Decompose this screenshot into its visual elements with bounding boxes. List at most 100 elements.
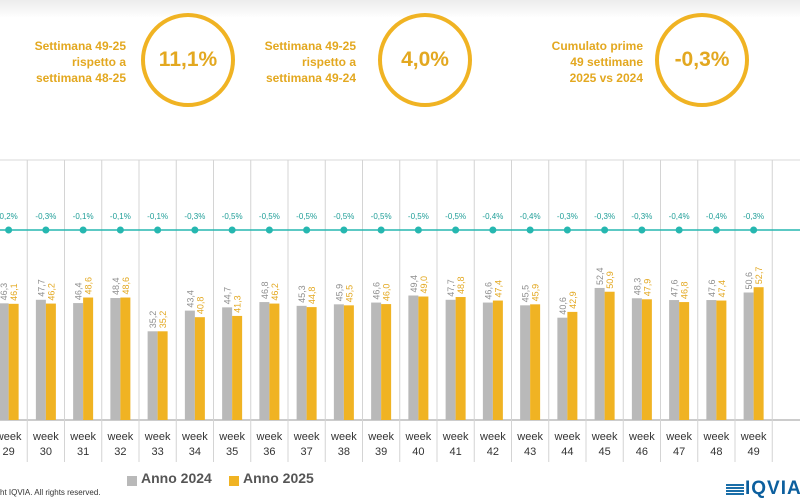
cumulative-change-label: -0,3% (743, 212, 764, 221)
cumulative-change-label: -0,5% (222, 212, 243, 221)
x-tick-label-line2: 34 (189, 446, 201, 458)
data-label-2024: 45,5 (521, 285, 531, 303)
kpi-label-line: 2025 vs 2024 (569, 71, 643, 85)
x-tick-label-line2: 30 (40, 446, 52, 458)
data-label-2024: 47,7 (36, 279, 46, 297)
kpi-label-line: 49 settimane (570, 55, 643, 69)
cumulative-change-label: -0,1% (110, 212, 131, 221)
data-label-2025: 44,8 (307, 287, 317, 305)
cumulative-change-point (5, 226, 13, 234)
bar-anno-2024 (557, 317, 568, 420)
data-label-2024: 44,7 (223, 287, 233, 305)
cumulative-change-point (340, 226, 348, 234)
cumulative-change-point (489, 226, 497, 234)
cumulative-change-label: -0,1% (73, 212, 94, 221)
legend-swatch-2025 (229, 476, 239, 486)
cumulative-change-label: -0,4% (482, 212, 503, 221)
x-tick-label-line1: week (144, 431, 171, 443)
x-tick-label-line2: 45 (599, 446, 611, 458)
cumulative-change-label: -0,5% (333, 212, 354, 221)
data-label-2025: 52,7 (754, 267, 764, 285)
x-tick-label-line2: 43 (524, 446, 536, 458)
x-tick-label-line2: 33 (152, 446, 164, 458)
data-label-2025: 46,2 (270, 283, 280, 301)
bar-anno-2024 (371, 302, 382, 420)
data-label-2024: 45,3 (297, 285, 307, 303)
cumulative-change-point (712, 226, 720, 234)
bar-anno-2024 (35, 299, 46, 420)
data-label-2024: 40,6 (558, 297, 568, 315)
bar-anno-2025 (530, 304, 541, 420)
x-tick-label-line2: 44 (561, 446, 573, 458)
cumulative-change-label: 0,2% (0, 212, 18, 221)
kpi-value: 4,0% (401, 48, 449, 71)
bar-anno-2024 (445, 299, 456, 420)
kpi-label-week-vs-prev-week: Settimana 49-25 rispetto a settimana 48-… (0, 38, 126, 86)
cumulative-change-label: -0,5% (296, 212, 317, 221)
data-label-2025: 46,8 (680, 282, 690, 300)
cumulative-change-point (116, 226, 124, 234)
bar-anno-2024 (147, 331, 158, 420)
cumulative-change-point (228, 226, 236, 234)
kpi-label-week-vs-last-year: Settimana 49-25 rispetto a settimana 49-… (216, 38, 356, 86)
bar-anno-2024 (520, 305, 531, 420)
x-tick-label-line2: 39 (375, 446, 387, 458)
data-label-2025: 46,0 (382, 284, 392, 302)
cumulative-change-label: -0,4% (706, 212, 727, 221)
data-label-2024: 46,6 (483, 282, 493, 300)
x-tick-label-line1: week (330, 431, 357, 443)
bar-anno-2024 (706, 300, 717, 420)
bar-anno-2024 (669, 300, 680, 420)
bar-anno-2024 (743, 292, 754, 420)
x-tick-label-line2: 41 (450, 446, 462, 458)
x-tick-label-line1: week (628, 431, 655, 443)
kpi-label-line: Settimana 49-25 (264, 39, 356, 53)
x-tick-label-line1: week (405, 431, 432, 443)
x-tick-label-line1: week (218, 431, 245, 443)
x-tick-label-line1: week (591, 431, 618, 443)
data-label-2024: 46,3 (0, 283, 9, 301)
cumulative-change-point (526, 226, 534, 234)
cumulative-change-point (675, 226, 683, 234)
bar-anno-2024 (222, 307, 233, 420)
cumulative-change-label: -0,3% (35, 212, 56, 221)
x-tick-label-line2: 36 (263, 446, 275, 458)
cumulative-change-label: -0,3% (594, 212, 615, 221)
x-tick-label-line1: week (554, 431, 581, 443)
cumulative-change-label: -0,5% (445, 212, 466, 221)
x-tick-label-line2: 47 (673, 446, 685, 458)
cumulative-change-label: -0,5% (408, 212, 429, 221)
data-label-2024: 45,9 (334, 284, 344, 302)
kpi-value: 11,1% (158, 48, 218, 71)
bar-anno-2025 (232, 315, 243, 420)
bar-anno-2025 (604, 291, 615, 420)
bar-anno-2025 (120, 297, 131, 420)
bar-anno-2024 (482, 302, 493, 420)
x-tick-label-line2: 42 (487, 446, 499, 458)
cumulative-change-point (414, 226, 422, 234)
bar-anno-2025 (418, 296, 429, 420)
bar-anno-2024 (296, 305, 307, 420)
cumulative-change-point (154, 226, 162, 234)
x-tick-label-line2: 49 (748, 446, 760, 458)
bar-anno-2025 (716, 300, 727, 420)
bar-anno-2025 (8, 303, 19, 420)
data-label-2024: 47,6 (707, 280, 717, 298)
data-label-2025: 49,0 (419, 276, 429, 294)
bar-anno-2024 (333, 304, 344, 420)
x-tick-label-line1: week (516, 431, 543, 443)
kpi-label-line: settimana 48-25 (35, 71, 126, 85)
iqvia-logo-text: IQVIA (745, 478, 800, 499)
bar-anno-2024 (110, 298, 121, 420)
bar-anno-2024 (259, 302, 270, 420)
kpi-label-cumulative: Cumulato prime 49 settimane 2025 vs 2024 (503, 38, 643, 86)
cumulative-change-point (191, 226, 199, 234)
cumulative-change-point (750, 226, 758, 234)
x-tick-label-line1: week (665, 431, 692, 443)
bar-anno-2025 (492, 300, 503, 420)
bar-anno-2025 (157, 331, 168, 420)
cumulative-change-label: -0,4% (520, 212, 541, 221)
legend-label-2025: Anno 2025 (243, 470, 314, 486)
cumulative-change-label: -0,3% (557, 212, 578, 221)
cumulative-change-point (452, 226, 460, 234)
